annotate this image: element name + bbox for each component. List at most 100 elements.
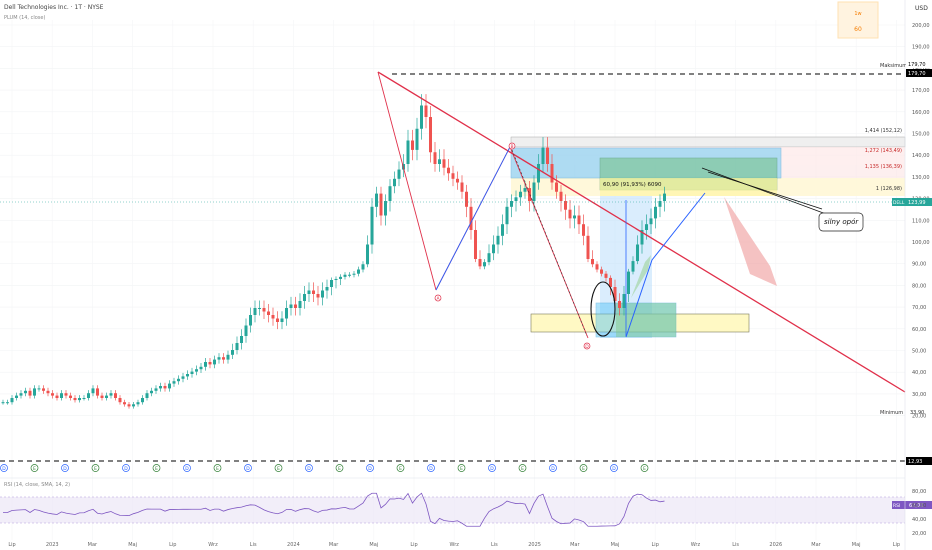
- candle: [636, 244, 639, 262]
- fib-zone-1414: [510, 136, 906, 148]
- candle: [501, 224, 504, 236]
- candle: [460, 182, 464, 192]
- candle: [339, 276, 342, 279]
- time-tick: Lip: [169, 542, 176, 548]
- rsi-tick: 80,00: [912, 489, 926, 495]
- candle: [658, 201, 662, 207]
- fib-label: 1,272 (143,49): [865, 148, 902, 154]
- candle: [474, 230, 477, 259]
- rsi-line: [3, 492, 665, 527]
- candle: [69, 395, 72, 398]
- support-box-green: [616, 303, 676, 337]
- symbol-title: Dell Technologies Inc. · 1T · NYSE: [4, 4, 104, 11]
- candle: [456, 178, 459, 183]
- price-tick: 140,00: [912, 153, 930, 159]
- rsi-tick: 40,00: [912, 517, 926, 523]
- price-tick: 100,00: [912, 240, 930, 246]
- candle: [15, 395, 18, 398]
- event-letter: D: [63, 466, 67, 472]
- price-tick: 50,00: [912, 349, 926, 355]
- highlight-ellipse: [590, 281, 616, 337]
- event-marker: [396, 464, 405, 472]
- candle: [640, 230, 644, 245]
- candle: [321, 290, 324, 298]
- wave-point-B: [508, 142, 516, 150]
- candle: [46, 390, 50, 394]
- candle: [393, 178, 396, 187]
- candle: [613, 287, 617, 301]
- candle: [604, 273, 608, 278]
- price-tick: 20,00: [912, 414, 926, 420]
- candle: [100, 395, 104, 398]
- time-tick: Lip: [893, 542, 900, 548]
- price-tick: 80,00: [912, 283, 926, 289]
- price-tick: 170,00: [912, 88, 930, 94]
- time-tick: Lip: [8, 542, 15, 548]
- candle: [231, 350, 234, 355]
- candle: [447, 167, 450, 174]
- event-letter: E: [155, 466, 158, 472]
- candle: [42, 388, 45, 391]
- candle: [312, 290, 315, 294]
- candle: [330, 280, 333, 287]
- candle: [235, 343, 239, 350]
- candle: [316, 294, 320, 298]
- price-tick: 60,00: [912, 327, 926, 333]
- target-box-blue: [510, 147, 782, 179]
- candle: [361, 264, 365, 270]
- candle: [24, 390, 27, 394]
- time-tick: 2025: [528, 542, 541, 548]
- candle: [510, 201, 513, 207]
- event-marker: [610, 464, 618, 472]
- candle: [370, 206, 374, 245]
- event-letter: E: [643, 466, 646, 472]
- candle: [271, 315, 275, 319]
- time-tick: Maj: [369, 542, 378, 548]
- price-tick: 150,00: [912, 132, 930, 138]
- candle: [82, 398, 86, 399]
- rsi-value-bg: [906, 501, 932, 509]
- candle: [154, 388, 158, 391]
- candle: [159, 386, 162, 389]
- candle: [222, 357, 225, 360]
- event-letter: E: [94, 466, 97, 472]
- time-tick: Wrz: [691, 542, 701, 548]
- currency-label[interactable]: USD: [915, 5, 928, 12]
- candle: [96, 388, 99, 396]
- badge-bottom: 60: [854, 26, 862, 33]
- candle: [181, 376, 185, 379]
- candle: [559, 191, 563, 201]
- event-marker: [61, 464, 69, 472]
- dotted-projection: [511, 149, 588, 337]
- event-letter: D: [490, 466, 494, 472]
- trend-line-leg1: [377, 71, 437, 291]
- wave-label-B: B: [510, 144, 513, 150]
- up-arrow: [631, 255, 651, 298]
- timeframe-badge[interactable]: [837, 1, 879, 39]
- candle: [451, 173, 455, 179]
- candle: [532, 182, 536, 201]
- candle: [523, 188, 527, 192]
- event-marker: [488, 464, 496, 472]
- wave-point-A: [434, 294, 442, 302]
- rsi-value: 60,00: [909, 503, 923, 509]
- min-value: 33,90: [910, 410, 924, 416]
- candle: [352, 273, 356, 275]
- candle: [132, 404, 135, 407]
- price-tick: 70,00: [912, 305, 926, 311]
- candle: [150, 390, 153, 394]
- candle: [595, 264, 599, 270]
- candle: [420, 105, 423, 129]
- candle: [348, 274, 351, 276]
- candle: [654, 206, 657, 219]
- candle: [91, 388, 95, 394]
- event-letter: D: [2, 466, 6, 472]
- candle: [226, 354, 230, 360]
- time-tick: Mar: [88, 542, 98, 548]
- candle: [487, 253, 491, 263]
- candle: [78, 398, 81, 401]
- candle: [204, 362, 207, 367]
- event-letter: E: [216, 466, 219, 472]
